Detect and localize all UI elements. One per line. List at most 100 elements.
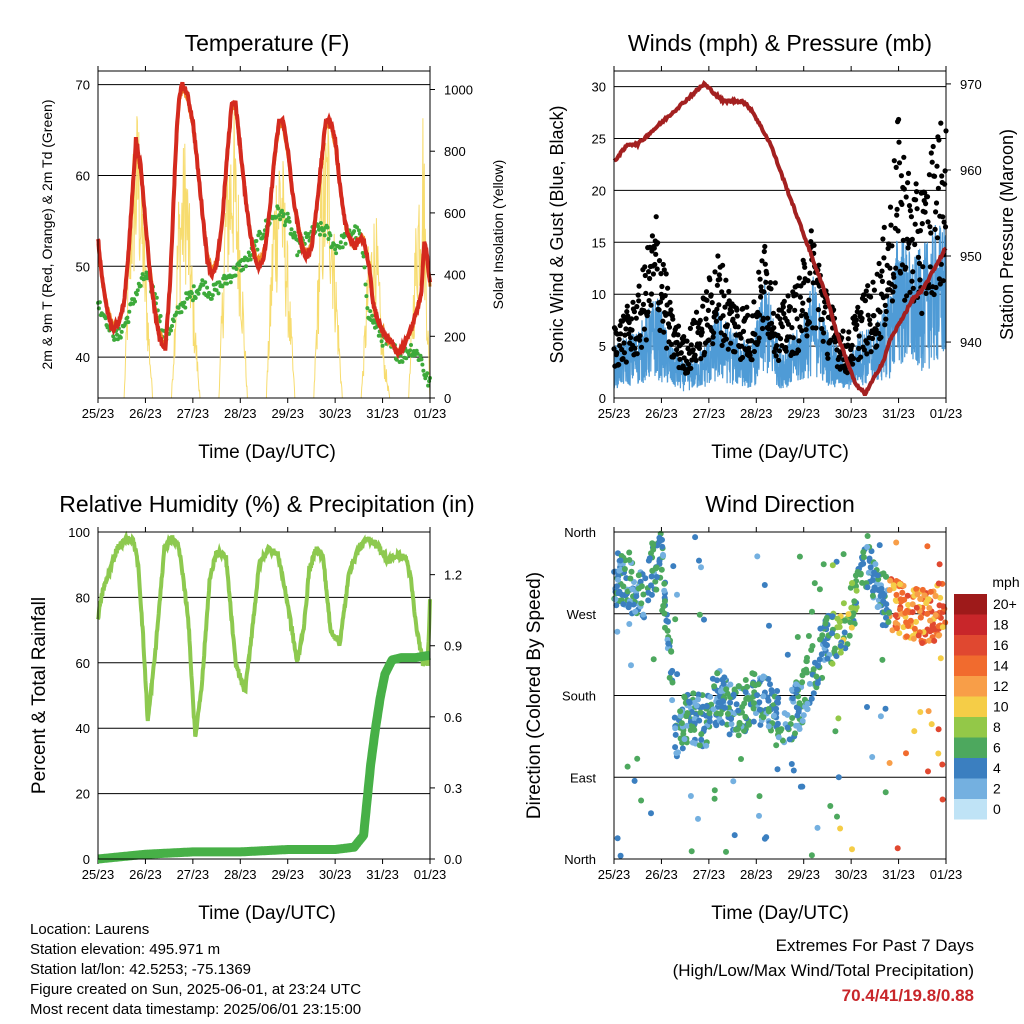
gust-point [660, 318, 666, 324]
chart-panel-1: 25/23 26/23 27/23 28/23 29/23 30/23 31/23 01/23… [39, 30, 506, 463]
gust-point [756, 335, 762, 341]
direction-point [925, 768, 931, 775]
dewpoint-point [278, 217, 283, 222]
direction-point [640, 591, 647, 598]
direction-point [915, 632, 922, 639]
gust-point [661, 267, 667, 273]
direction-point [672, 725, 679, 732]
direction-point [829, 562, 836, 569]
direction-point [672, 731, 679, 738]
direction-point [698, 564, 704, 571]
dewpoint-point [418, 353, 423, 358]
direction-point [648, 573, 655, 580]
gust-point [867, 317, 873, 323]
legend-label: 0 [993, 801, 1001, 817]
gust-point [905, 170, 912, 176]
dewpoint-point [316, 224, 321, 229]
gust-point [660, 261, 666, 268]
direction-point [893, 539, 900, 546]
created-text: Figure created on Sun, 2025-06-01, at 23… [30, 981, 362, 998]
direction-point [615, 590, 622, 597]
dewpoint-point [297, 249, 302, 254]
gust-point [882, 322, 888, 328]
direction-point [723, 686, 730, 693]
dewpoint-point [200, 278, 205, 283]
direction-point [842, 617, 848, 624]
gust-point [861, 292, 867, 298]
dewpoint-point [255, 247, 260, 252]
dewpoint-point [380, 343, 385, 348]
dewpoint-point [379, 339, 384, 344]
x-tick-label: 29/23 [787, 406, 820, 421]
gust-point [648, 291, 655, 297]
direction-point [765, 676, 772, 682]
gust-point [913, 197, 919, 203]
gust-point [897, 270, 904, 276]
gust-point [923, 290, 929, 296]
direction-point [698, 731, 705, 738]
gust-point [776, 357, 782, 363]
direction-point [618, 553, 625, 559]
gust-point [799, 307, 805, 314]
gust-point [862, 298, 869, 304]
x-tick-label: 27/23 [177, 867, 210, 882]
y-tick-label: 20 [592, 183, 606, 198]
gust-point [850, 361, 856, 367]
gust-point [789, 325, 795, 331]
direction-point [629, 586, 636, 593]
direction-point [926, 605, 933, 611]
direction-point [620, 583, 627, 590]
direction-point [728, 715, 735, 722]
gust-point [819, 316, 825, 323]
direction-point [689, 739, 696, 746]
direction-point [668, 648, 675, 655]
direction-point [615, 576, 621, 583]
elevation-text: Station elevation: 495.971 m [30, 941, 221, 958]
direction-point [701, 616, 707, 623]
gust-point [858, 354, 864, 360]
gust-point [933, 209, 939, 215]
gust-point [751, 348, 758, 355]
gust-point [894, 206, 900, 212]
gust-point [901, 186, 907, 192]
x-axis-label: Time (Day/UTC) [711, 903, 849, 924]
dewpoint-point [205, 285, 210, 290]
y-tick-label: 100 [68, 525, 90, 540]
direction-point [728, 721, 735, 727]
direction-point [837, 642, 844, 649]
y-tick-label: 20 [76, 787, 90, 802]
direction-point [688, 848, 695, 855]
direction-point [736, 721, 743, 728]
gust-point [690, 347, 696, 353]
x-tick-label: 31/23 [366, 406, 399, 421]
gust-point [751, 299, 757, 305]
direction-point [867, 564, 874, 571]
direction-point [900, 624, 907, 631]
gust-point [931, 291, 937, 298]
gust-point [638, 344, 645, 350]
gust-point [674, 347, 680, 353]
direction-point [667, 669, 674, 676]
gust-point [734, 307, 740, 313]
gust-point [799, 328, 805, 334]
direction-point [773, 705, 780, 712]
y-tick-label: 70 [76, 78, 90, 93]
gust-point [641, 308, 647, 314]
gust-point [623, 326, 629, 332]
gust-point [631, 309, 638, 315]
x-tick-label: 27/23 [177, 406, 210, 421]
direction-point [831, 648, 838, 655]
gust-point [942, 168, 948, 174]
direction-point [632, 608, 639, 615]
gust-point [768, 286, 774, 292]
dewpoint-point [258, 231, 263, 236]
legend-label: 2 [993, 781, 1001, 797]
gust-point [761, 248, 767, 255]
dewpoint-point [419, 357, 424, 362]
direction-point [874, 604, 881, 611]
direction-point [903, 633, 910, 640]
x-tick-label: 30/23 [835, 867, 868, 882]
gust-point [896, 160, 903, 166]
direction-point [909, 609, 916, 616]
gust-point [739, 354, 746, 361]
